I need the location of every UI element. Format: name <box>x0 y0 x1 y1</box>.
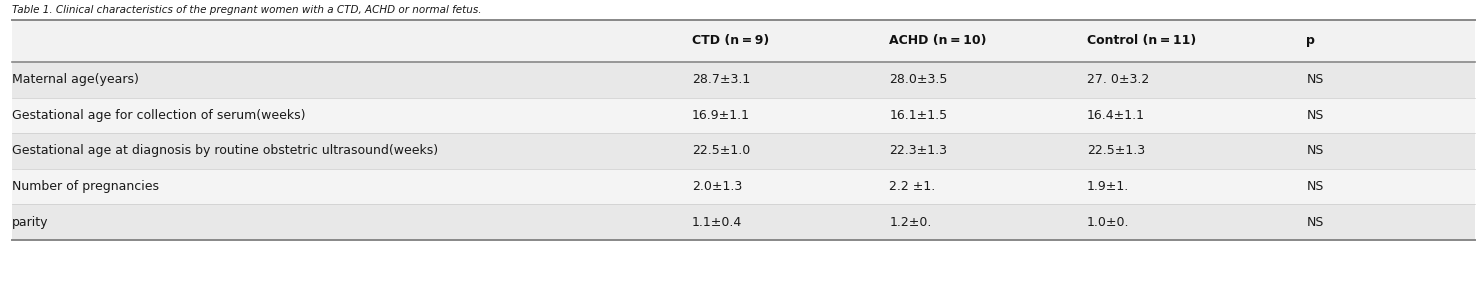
Text: Gestational age at diagnosis by routine obstetric ultrasound(weeks): Gestational age at diagnosis by routine … <box>12 144 439 158</box>
Bar <box>12 133 1475 169</box>
Text: ACHD (n = 10): ACHD (n = 10) <box>889 34 987 47</box>
Text: NS: NS <box>1306 180 1323 193</box>
Text: 22.5±1.0: 22.5±1.0 <box>692 144 750 158</box>
Text: Control (n = 11): Control (n = 11) <box>1086 34 1196 47</box>
Text: Gestational age for collection of serum(weeks): Gestational age for collection of serum(… <box>12 109 305 122</box>
Bar <box>12 169 1475 204</box>
Text: 22.5±1.3: 22.5±1.3 <box>1086 144 1146 158</box>
Text: 1.1±0.4: 1.1±0.4 <box>692 216 742 229</box>
Text: 1.9±1.: 1.9±1. <box>1086 180 1129 193</box>
Text: NS: NS <box>1306 144 1323 158</box>
Text: 1.2±0.: 1.2±0. <box>889 216 932 229</box>
Text: 22.3±1.3: 22.3±1.3 <box>889 144 947 158</box>
Text: 16.1±1.5: 16.1±1.5 <box>889 109 947 122</box>
Text: NS: NS <box>1306 109 1323 122</box>
Text: 1.0±0.: 1.0±0. <box>1086 216 1129 229</box>
Bar <box>12 98 1475 133</box>
Text: 16.9±1.1: 16.9±1.1 <box>692 109 750 122</box>
Text: NS: NS <box>1306 216 1323 229</box>
Text: 2.2 ±1.: 2.2 ±1. <box>889 180 935 193</box>
Text: p: p <box>1306 34 1315 47</box>
Bar <box>12 62 1475 98</box>
Text: 16.4±1.1: 16.4±1.1 <box>1086 109 1146 122</box>
Text: NS: NS <box>1306 73 1323 86</box>
Text: Maternal age(years): Maternal age(years) <box>12 73 139 86</box>
Text: 28.7±3.1: 28.7±3.1 <box>692 73 750 86</box>
Text: 2.0±1.3: 2.0±1.3 <box>692 180 742 193</box>
Text: CTD (n = 9): CTD (n = 9) <box>692 34 769 47</box>
Text: parity: parity <box>12 216 49 229</box>
Text: 27. 0±3.2: 27. 0±3.2 <box>1086 73 1149 86</box>
Bar <box>12 20 1475 62</box>
Text: Table 1. Clinical characteristics of the pregnant women with a CTD, ACHD or norm: Table 1. Clinical characteristics of the… <box>12 5 482 15</box>
Text: 28.0±3.5: 28.0±3.5 <box>889 73 948 86</box>
Bar <box>12 204 1475 240</box>
Text: Number of pregnancies: Number of pregnancies <box>12 180 159 193</box>
